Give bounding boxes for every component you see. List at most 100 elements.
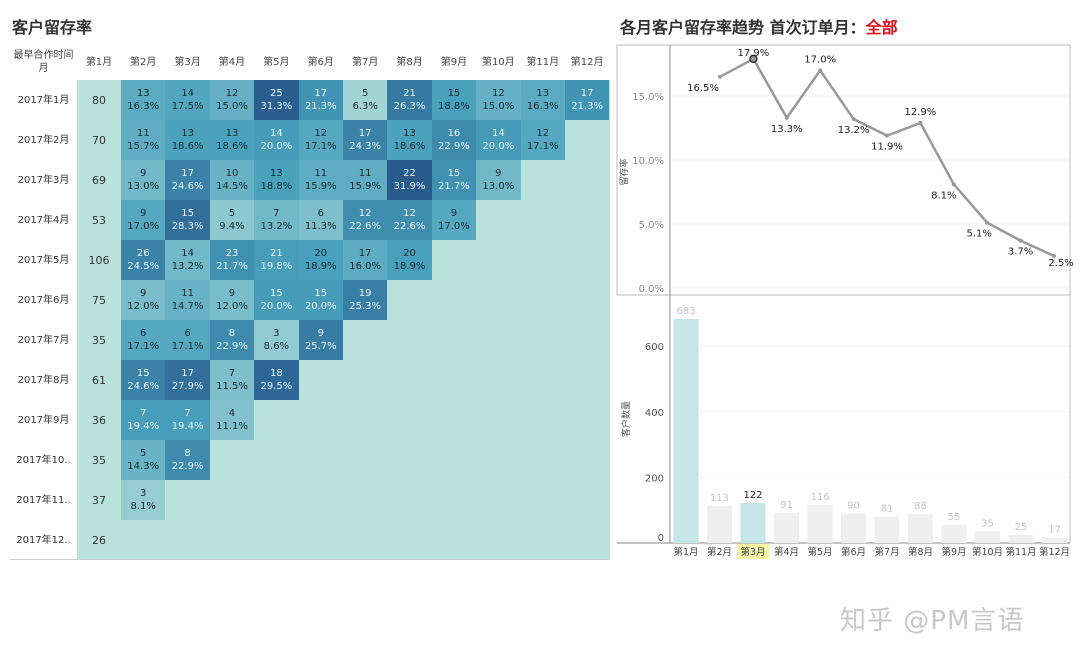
empty-cell [431, 240, 477, 280]
heatmap-header-row: 最早合作时间 月第1月 第2月 第3月 第4月 第5月 第6月 第7月 第8月 第9月 第10月第… [10, 44, 610, 80]
heatmap-cell: 17 24.3% [342, 120, 388, 160]
customer-count-bar-chart: 0 200 400 600 客户数量 683 第1月 113 第2月 122 第3月 91 第4月 116… [617, 294, 1071, 559]
heatmap-cell: 12 17.1% [298, 120, 343, 160]
empty-cell [342, 480, 388, 520]
empty-cell [520, 520, 565, 560]
cell-count: 13 [536, 88, 550, 99]
heatmap-cell: 20 18.9% [387, 240, 432, 280]
bar [975, 531, 1000, 543]
cell-count: 17 [580, 88, 594, 99]
cell-count: 13 [270, 168, 283, 179]
heatmap-cell: 8 22.9% [209, 320, 255, 360]
empty-cell [209, 520, 255, 560]
cell-count: 5 [228, 208, 236, 219]
x-tick-label: 第9月 [941, 546, 966, 558]
empty-cell [254, 400, 299, 440]
heatmap-cell: 11 15.7% [121, 120, 166, 160]
y-tick-label: 10.0% [632, 156, 664, 167]
y-tick-label: 0.0% [639, 284, 664, 295]
heatmap-cell: 14 13.2% [165, 240, 210, 280]
heatmap-cell: 5 14.3% [121, 440, 166, 480]
cell-count: 13 [403, 128, 416, 139]
data-point [885, 133, 889, 138]
bar [673, 318, 699, 543]
column-header: 第1月 [85, 56, 113, 68]
cell-count: 9 [140, 168, 147, 179]
empty-cell [564, 360, 610, 400]
empty-cell [476, 520, 521, 560]
cell-percent: 11.5% [216, 381, 248, 392]
cell-percent: 29.5% [260, 381, 293, 392]
heatmap-cell: 9 12.0% [121, 280, 166, 320]
bar [774, 513, 799, 543]
heatmap-cell: 15 18.8% [431, 80, 477, 120]
cell-count: 11 [136, 128, 150, 139]
cell-percent: 13.2% [171, 261, 204, 272]
row-label: 2017年2月 [10, 120, 77, 160]
column-header: 第9月 [440, 56, 468, 68]
cell-count: 3 [273, 328, 280, 339]
cell-percent: 18.6% [171, 141, 204, 152]
empty-cell [431, 400, 477, 440]
cell-percent: 16.3% [127, 101, 160, 112]
cell-percent: 19.4% [127, 421, 160, 432]
cell-count: 25 [270, 88, 283, 99]
bar-value-label: 683 [676, 306, 695, 317]
heatmap-cell: 11 14.7% [165, 280, 210, 320]
cell-count: 21 [270, 248, 283, 259]
cell-count: 7 [184, 408, 191, 419]
heatmap-cell: 13 18.6% [165, 120, 210, 160]
empty-cell [165, 520, 210, 560]
heatmap-cell: 7 13.2% [254, 200, 299, 240]
cell-percent: 6.3% [352, 101, 378, 112]
filter-value[interactable]: 全部 [865, 18, 898, 37]
heatmap-cell: 14 20.0% [254, 120, 299, 160]
heatmap-cell: 11 15.9% [342, 160, 388, 200]
cohort-size: 37 [77, 480, 121, 520]
heatmap-cell: 13 18.8% [254, 160, 299, 200]
heatmap-cell: 17 16.0% [342, 240, 388, 280]
heatmap-cell: 16 22.9% [431, 120, 477, 160]
empty-cell [298, 520, 343, 560]
data-label: 8.1% [931, 190, 956, 201]
data-label: 17.9% [738, 48, 770, 59]
heatmap-cell: 15 21.7% [431, 160, 477, 200]
row-label: 2017年4月 [10, 200, 77, 240]
cohort-size: 26 [77, 520, 121, 560]
heatmap-row: 2017年1月 80 13 16.3% 14 17.5% 12 15.0% 25 31.3% 17 2… [10, 80, 610, 120]
cell-count: 6 [140, 328, 147, 339]
cell-count: 12 [491, 88, 505, 99]
empty-cell [121, 520, 166, 560]
data-point [718, 74, 722, 79]
bar-value-label: 25 [1015, 522, 1028, 533]
empty-cell [564, 280, 610, 320]
cell-percent: 8.6% [263, 341, 290, 352]
cell-count: 15 [270, 288, 283, 299]
empty-cell [520, 160, 565, 200]
x-tick-label: 第4月 [774, 546, 799, 558]
heatmap-cell: 6 17.1% [165, 320, 210, 360]
cell-percent: 17.1% [171, 341, 204, 352]
heatmap-title: 客户留存率 [12, 18, 93, 37]
cell-count: 14 [491, 128, 505, 139]
cell-percent: 25.7% [304, 341, 337, 352]
x-tick-label: 第7月 [874, 546, 899, 558]
cell-count: 15 [447, 168, 461, 179]
cell-percent: 15.7% [127, 141, 160, 152]
bar [707, 505, 732, 543]
data-point [985, 220, 990, 225]
column-header: 第6月 [307, 56, 334, 68]
cell-percent: 16.3% [526, 101, 559, 112]
heatmap-cell: 20 18.9% [298, 240, 343, 280]
row-label: 2017年3月 [10, 160, 77, 200]
cell-count: 23 [225, 248, 239, 259]
cell-percent: 22.9% [216, 341, 248, 352]
row-label: 2017年5月 [10, 240, 77, 280]
heatmap-cell: 21 26.3% [387, 80, 432, 120]
heatmap-row: 2017年10.. 35 5 14.3% 8 22.9% [10, 440, 610, 480]
empty-cell [431, 440, 477, 480]
bar [1008, 534, 1034, 543]
cell-count: 17 [314, 88, 328, 99]
cell-percent: 15.9% [304, 181, 337, 192]
empty-cell [342, 320, 388, 360]
